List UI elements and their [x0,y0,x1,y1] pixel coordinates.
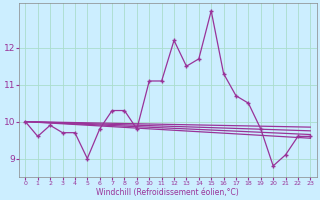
X-axis label: Windchill (Refroidissement éolien,°C): Windchill (Refroidissement éolien,°C) [96,188,239,197]
